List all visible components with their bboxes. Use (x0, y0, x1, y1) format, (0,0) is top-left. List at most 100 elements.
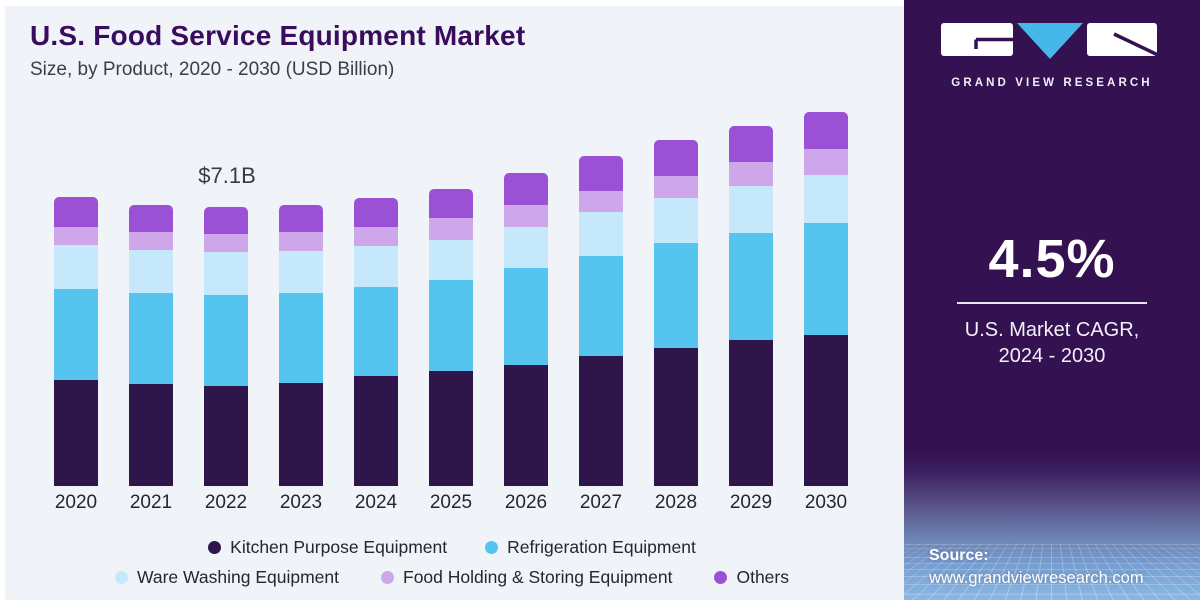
legend-label: Others (736, 567, 789, 587)
bar-segment-food-holding-storing-equipment (504, 205, 548, 227)
gvr-logo: GRAND VIEW RESEARCH (941, 22, 1163, 89)
bar-segment-food-holding-storing-equipment (654, 175, 698, 199)
x-axis-label-2022: 2022 (204, 492, 248, 513)
bar-segment-food-holding-storing-equipment (804, 148, 848, 176)
bar-segment-others (129, 205, 173, 233)
bar-segment-ware-washing-equipment (279, 250, 323, 293)
cagr-label-line2: 2024 - 2030 (998, 345, 1106, 368)
bar-segment-ware-washing-equipment (654, 198, 698, 244)
legend-dot-icon (381, 571, 394, 584)
x-axis-label-2029: 2029 (729, 492, 773, 513)
bar-2023 (279, 204, 323, 486)
bar-segment-refrigeration-equipment (804, 223, 848, 335)
bar-2027 (579, 156, 623, 486)
source-block: Source: www.grandviewresearch.com (929, 547, 1144, 588)
cagr-value: 4.5% (988, 229, 1116, 289)
x-axis-label-2021: 2021 (129, 492, 173, 513)
bar-segment-others (804, 111, 848, 149)
legend-dot-icon (208, 541, 222, 554)
bar-segment-refrigeration-equipment (129, 293, 173, 384)
x-axis-label-2026: 2026 (504, 492, 548, 513)
bar-segment-ware-washing-equipment (579, 212, 623, 257)
chart-panel: U.S. Food Service Equipment Market Size,… (0, 0, 904, 600)
bar-segment-ware-washing-equipment (429, 240, 473, 280)
x-axis-labels: 2020 2021 2022 2023 2024 2025 2026 2027 2028 2029… (54, 492, 848, 514)
bar-segment-refrigeration-equipment (429, 279, 473, 372)
legend-dot-icon (714, 571, 728, 584)
legend-item-others: Others (714, 567, 789, 588)
bar-segment-ware-washing-equipment (354, 246, 398, 287)
bar-segment-ware-washing-equipment (804, 175, 848, 224)
bar-segment-kitchen-purpose-equipment (429, 371, 473, 486)
bar-segment-kitchen-purpose-equipment (504, 365, 548, 486)
bar-2020 (54, 197, 98, 486)
legend-label: Ware Washing Equipment (137, 567, 339, 587)
bar-2030 (804, 111, 848, 486)
bar-segment-kitchen-purpose-equipment (729, 340, 773, 486)
bar-segment-food-holding-storing-equipment (429, 218, 473, 241)
chart-legend-row-2: Ware Washing Equipment Food Holding & Sto… (0, 567, 904, 588)
cagr-label: U.S. Market CAGR, 2024 - 2030 (904, 317, 1200, 370)
bar-segment-refrigeration-equipment (54, 289, 98, 381)
bar-segment-kitchen-purpose-equipment (54, 380, 98, 486)
brand-sidebar: GRAND VIEW RESEARCH 4.5% U.S. Market CAG… (904, 0, 1200, 600)
legend-item-kitchen-purpose-equipment: Kitchen Purpose Equipment (208, 537, 447, 558)
stat-divider (957, 302, 1147, 304)
bar-segment-refrigeration-equipment (504, 267, 548, 366)
bar-2024 (354, 197, 398, 486)
bar-segment-food-holding-storing-equipment (579, 190, 623, 213)
bar-2021 (129, 205, 173, 486)
bar-2022 (204, 206, 248, 486)
bar-segment-kitchen-purpose-equipment (354, 376, 398, 486)
bar-segment-ware-washing-equipment (729, 185, 773, 233)
bar-segment-refrigeration-equipment (654, 243, 698, 349)
bar-segment-food-holding-storing-equipment (279, 232, 323, 251)
bar-2028 (654, 139, 698, 486)
bar-segment-food-holding-storing-equipment (129, 232, 173, 251)
chart-legend-row-1: Kitchen Purpose Equipment Refrigeration E… (0, 537, 904, 558)
legend-item-refrigeration-equipment: Refrigeration Equipment (485, 537, 696, 558)
stacked-bar-chart (54, 111, 848, 486)
bar-segment-refrigeration-equipment (729, 232, 773, 340)
bar-segment-food-holding-storing-equipment (204, 233, 248, 253)
bar-segment-others (729, 125, 773, 163)
bar-segment-kitchen-purpose-equipment (579, 355, 623, 486)
x-axis-label-2023: 2023 (279, 492, 323, 513)
cagr-stat: 4.5% U.S. Market CAGR, 2024 - 2030 (904, 228, 1200, 370)
legend-item-food-holding-storing-equipment: Food Holding & Storing Equipment (381, 567, 672, 588)
bar-segment-others (429, 188, 473, 219)
bar-segment-ware-washing-equipment (204, 252, 248, 295)
sidebar-footer (904, 452, 1200, 600)
bar-segment-kitchen-purpose-equipment (804, 334, 848, 486)
x-axis-label-2024: 2024 (354, 492, 398, 513)
bar-segment-refrigeration-equipment (204, 294, 248, 386)
bar-segment-kitchen-purpose-equipment (654, 348, 698, 486)
bar-segment-others (654, 139, 698, 176)
x-axis-label-2020: 2020 (54, 492, 98, 513)
page-title: U.S. Food Service Equipment Market (30, 20, 526, 51)
x-axis-label-2030: 2030 (804, 492, 848, 513)
page-subtitle: Size, by Product, 2020 - 2030 (USD Billi… (30, 59, 395, 80)
bar-segment-food-holding-storing-equipment (354, 226, 398, 247)
bar-2026 (504, 173, 548, 486)
bar-segment-others (279, 204, 323, 233)
legend-label: Refrigeration Equipment (507, 537, 696, 557)
legend-dot-icon (485, 541, 499, 554)
source-label: Source: (929, 547, 989, 564)
legend-item-ware-washing-equipment: Ware Washing Equipment (115, 567, 339, 588)
legend-label: Kitchen Purpose Equipment (230, 537, 448, 557)
bar-segment-food-holding-storing-equipment (729, 162, 773, 186)
bar-segment-kitchen-purpose-equipment (279, 382, 323, 486)
bar-segment-others (54, 197, 98, 227)
bar-segment-refrigeration-equipment (354, 286, 398, 377)
bar-segment-kitchen-purpose-equipment (204, 385, 248, 486)
source-url-link[interactable]: www.grandviewresearch.com (929, 569, 1144, 587)
bar-segment-ware-washing-equipment (54, 244, 98, 290)
bar-segment-kitchen-purpose-equipment (129, 383, 173, 486)
bar-segment-others (504, 173, 548, 206)
bar-segment-food-holding-storing-equipment (54, 226, 98, 245)
x-axis-label-2025: 2025 (429, 492, 473, 513)
bar-segment-refrigeration-equipment (279, 292, 323, 383)
bar-segment-ware-washing-equipment (504, 226, 548, 268)
bar-segment-ware-washing-equipment (129, 250, 173, 294)
